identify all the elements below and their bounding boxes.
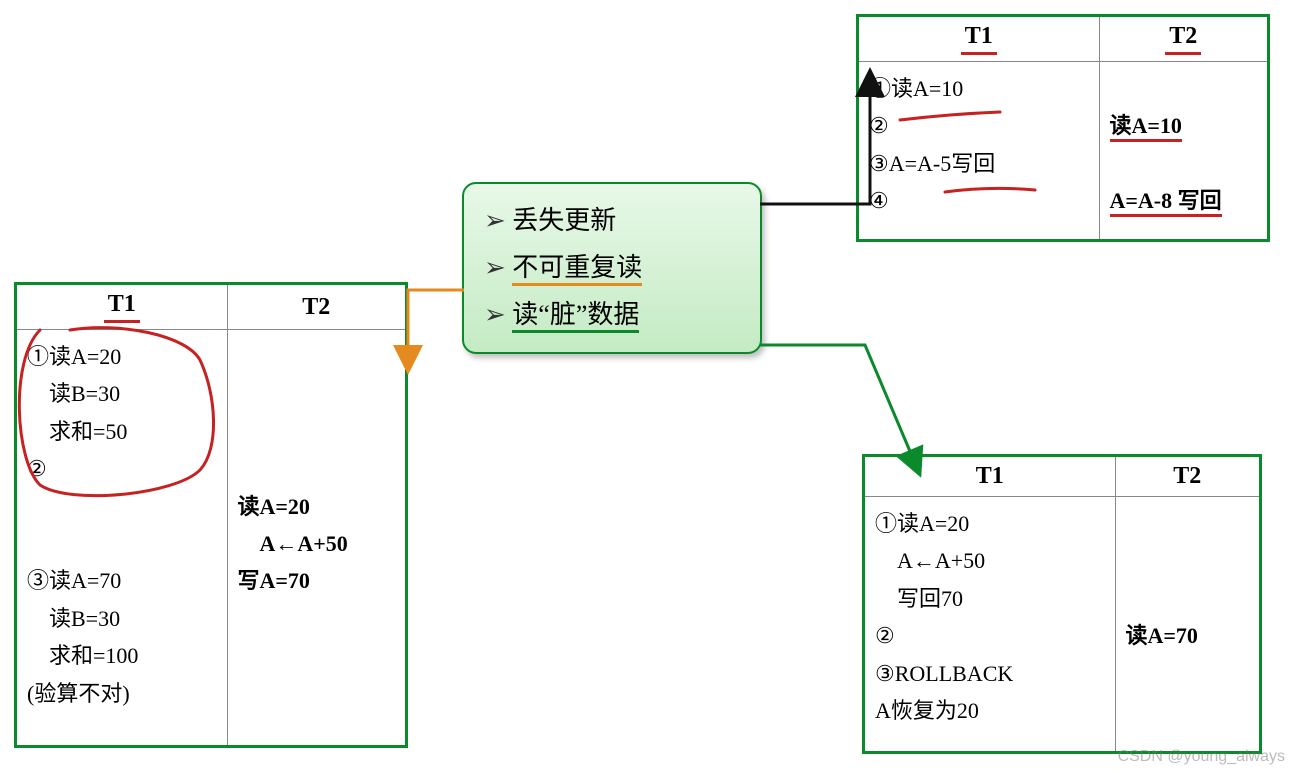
table-cell-t1: ①读A=20 A←A+50 写回70②③ROLLBACKA恢复为20 bbox=[865, 497, 1115, 752]
table-cell-t2: 读A=70 bbox=[1115, 497, 1259, 752]
table-header-t2: T2 bbox=[1099, 17, 1267, 62]
concept-item: 读“脏”数据 bbox=[484, 292, 740, 339]
table-cell-t1: ①读A=20 读B=30 求和=50② ③读A=70 读B=30 求和=100(… bbox=[17, 330, 227, 746]
concept-list-box: 丢失更新不可重复读读“脏”数据 bbox=[462, 182, 762, 354]
table-cell-t2: 读A=20 A←A+50写A=70 bbox=[227, 330, 405, 746]
table-header-t1: T1 bbox=[859, 17, 1099, 62]
concept-item: 不可重复读 bbox=[484, 245, 740, 292]
table-header-t1: T1 bbox=[865, 457, 1115, 497]
table-cell-t1: ①读A=10②③A=A-5写回④ bbox=[859, 62, 1099, 240]
nonrepeatable-read-table: T1 T2 ①读A=20 读B=30 求和=50② ③读A=70 读B=30 求… bbox=[14, 282, 408, 748]
table-cell-t2: 读A=10 A=A-8 写回 bbox=[1099, 62, 1267, 240]
watermark: CSDN @young_always bbox=[1118, 748, 1285, 766]
table-header-t1: T1 bbox=[17, 285, 227, 330]
dirty-read-table: T1 T2 ①读A=20 A←A+50 写回70②③ROLLBACKA恢复为20… bbox=[862, 454, 1262, 754]
table-header-t2: T2 bbox=[227, 285, 405, 330]
table-header-t2: T2 bbox=[1115, 457, 1259, 497]
lost-update-table: T1 T2 ①读A=10②③A=A-5写回④ 读A=10 A=A-8 写回 bbox=[856, 14, 1270, 242]
concept-item: 丢失更新 bbox=[484, 198, 740, 245]
